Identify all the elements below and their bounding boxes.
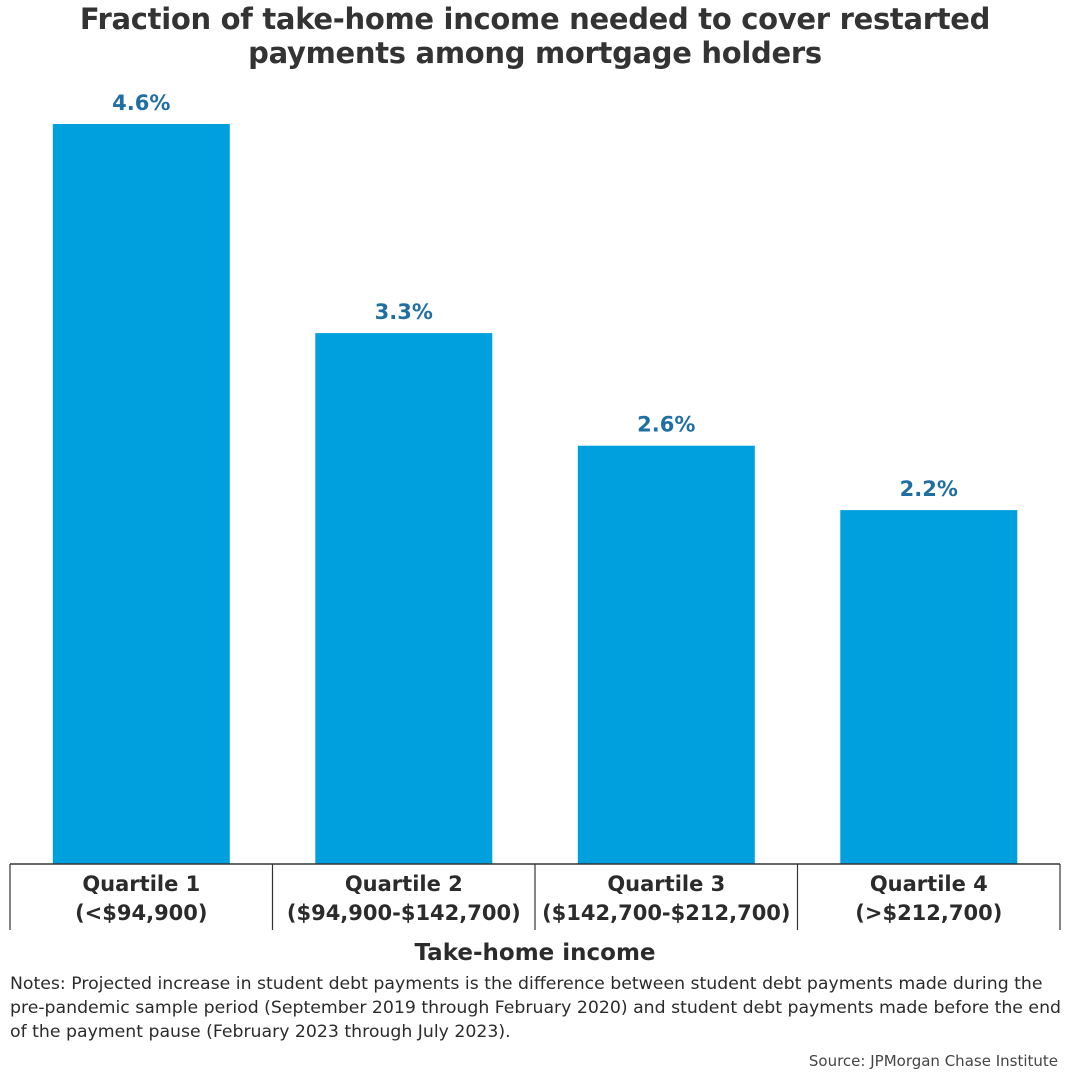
chart-source: Source: JPMorgan Chase Institute	[808, 1052, 1058, 1070]
x-tick-label-4-line-2: (>$212,700)	[855, 901, 1002, 925]
bar-chart: 4.6% Quartile 1 (<$94,900) 3.3% Quartile 2 ($…	[9, 91, 1061, 930]
x-tick-label-3-line-1: Quartile 3	[607, 872, 725, 896]
x-tick-label-4-line-1: Quartile 4	[870, 872, 988, 896]
bar-value-label-4: 2.2%	[900, 477, 958, 501]
bar-value-label-1: 4.6%	[112, 91, 170, 115]
x-tick-label-2-line-2: ($94,900-$142,700)	[287, 901, 521, 925]
bar-value-label-2: 3.3%	[375, 300, 433, 324]
x-tick-label-1-line-2: (<$94,900)	[75, 901, 207, 925]
bar-value-label-3: 2.6%	[637, 413, 695, 437]
chart-title: Fraction of take-home income needed to c…	[79, 2, 991, 70]
x-tick-label-3-line-2: ($142,700-$212,700)	[542, 901, 790, 925]
x-tick-label-1-line-1: Quartile 1	[82, 872, 200, 896]
bar-4	[840, 510, 1018, 864]
bar-1	[52, 124, 230, 864]
x-tick-label-2-line-1: Quartile 2	[345, 872, 463, 896]
bar-2	[315, 333, 493, 865]
chart-notes: Notes: Projected increase in student deb…	[10, 974, 1061, 1042]
bar-3	[577, 445, 755, 864]
x-axis-title: Take-home income	[414, 940, 656, 966]
